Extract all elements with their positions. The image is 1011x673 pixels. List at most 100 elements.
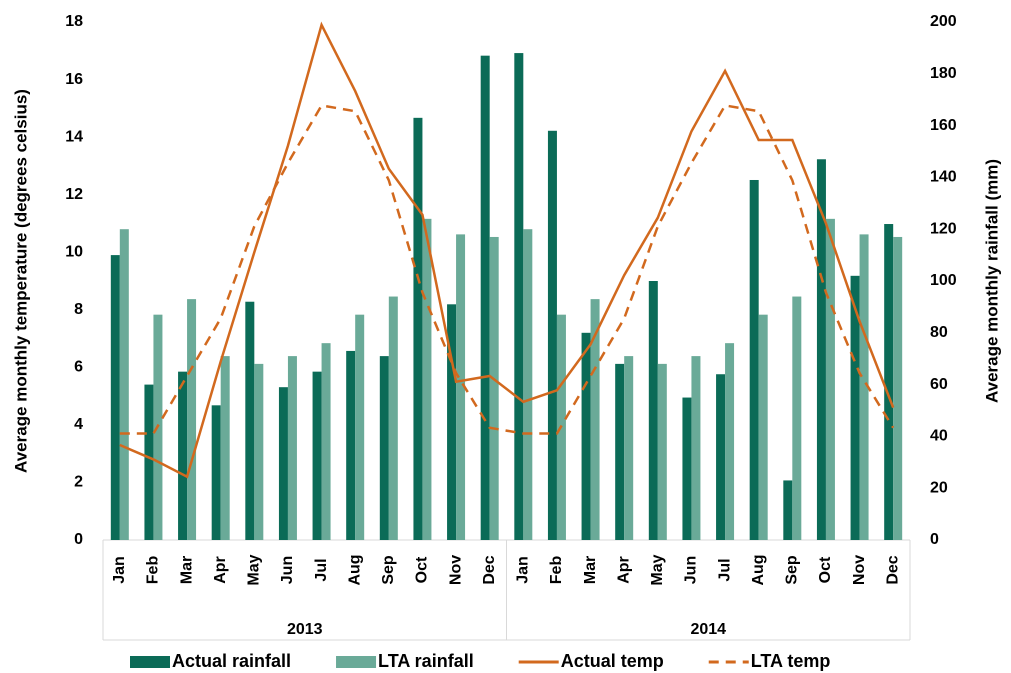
x-tick-label: Feb (548, 556, 565, 585)
bar (447, 304, 457, 540)
legend-label: LTA temp (751, 651, 831, 671)
bar (749, 179, 759, 541)
x-tick-label: Mar (178, 556, 195, 584)
bar (110, 255, 120, 540)
y-tick-label: 4 (74, 416, 83, 433)
legend-label: Actual temp (561, 651, 664, 671)
bar (422, 218, 432, 540)
x-tick-label: May (246, 554, 263, 585)
bar (581, 332, 591, 540)
y2-tick-label: 20 (930, 479, 948, 496)
y-tick-label: 16 (65, 71, 83, 88)
x-tick-label: Aug (346, 554, 363, 585)
bar (859, 234, 869, 540)
bar (456, 234, 466, 540)
y-tick-label: 8 (74, 301, 83, 318)
bar (624, 356, 634, 540)
x-tick-label: Oct (817, 556, 834, 583)
bar (725, 343, 735, 540)
y2-tick-label: 100 (930, 272, 957, 289)
x-tick-label: Jun (279, 556, 296, 584)
bar (648, 281, 658, 540)
bar (144, 384, 154, 540)
bar (691, 356, 701, 540)
bar (816, 159, 826, 540)
bar (413, 117, 423, 540)
y-axis-label: Average monthly temperature (degrees cel… (11, 89, 30, 473)
bar (346, 350, 356, 540)
y-tick-label: 12 (65, 186, 83, 203)
bar (590, 299, 600, 540)
bar (792, 296, 802, 540)
y2-tick-label: 40 (930, 428, 948, 445)
y2-tick-label: 140 (930, 169, 957, 186)
bar (480, 55, 490, 541)
bar (783, 480, 793, 540)
x-tick-label: Nov (447, 555, 464, 585)
bar (523, 229, 533, 540)
bar (489, 236, 499, 540)
x-tick-label: Aug (750, 554, 767, 585)
bar (758, 314, 768, 540)
x-tick-label: Apr (615, 556, 632, 584)
bar (850, 275, 860, 540)
bar (682, 397, 692, 540)
y2-tick-label: 180 (930, 65, 957, 82)
x-tick-label: Jan (515, 556, 532, 584)
bar (884, 224, 894, 540)
x-tick-label: Sep (380, 555, 397, 585)
bar (278, 387, 288, 540)
y-tick-label: 2 (74, 474, 83, 491)
y2-tick-label: 0 (930, 531, 939, 548)
y-tick-label: 6 (74, 359, 83, 376)
legend-swatch (130, 656, 170, 668)
x-tick-label: Jun (683, 556, 700, 584)
x-tick-label: Jan (111, 556, 128, 584)
y-tick-label: 10 (65, 243, 83, 260)
y2-tick-label: 80 (930, 324, 948, 341)
x-tick-label: Oct (414, 556, 431, 583)
x-tick-label: Mar (582, 556, 599, 584)
x-tick-label: Jul (313, 558, 330, 581)
line (119, 21, 895, 479)
x-tick-label: May (649, 554, 666, 585)
bar (547, 130, 557, 540)
bar (178, 371, 188, 540)
y-tick-label: 14 (65, 128, 83, 145)
y-tick-label: 18 (65, 13, 83, 30)
line (119, 104, 895, 435)
x-tick-label: Nov (851, 555, 868, 585)
y2-tick-label: 160 (930, 117, 957, 134)
bar (379, 356, 389, 540)
x-tick-label: Dec (481, 555, 498, 584)
bar (254, 363, 264, 540)
bar (312, 371, 322, 540)
bar (211, 405, 221, 540)
x-tick-label: Apr (212, 556, 229, 584)
y2-tick-label: 60 (930, 376, 948, 393)
bar (825, 218, 835, 540)
bar (321, 343, 331, 540)
bar (245, 301, 255, 540)
bar (716, 374, 726, 540)
y2-axis-label: Average monthly rainfall (mm) (982, 159, 1001, 403)
legend-swatch (336, 656, 377, 668)
y2-tick-label: 120 (930, 220, 957, 237)
bar (119, 229, 129, 540)
x-tick-label: Feb (145, 556, 162, 585)
group-label: 2013 (287, 621, 323, 638)
bar (657, 363, 667, 540)
x-tick-label: Dec (884, 555, 901, 584)
bar (615, 363, 625, 540)
legend-label: LTA rainfall (378, 651, 474, 671)
bar (187, 299, 197, 540)
x-tick-label: Jul (716, 558, 733, 581)
group-label: 2014 (690, 621, 726, 638)
y-tick-label: 0 (74, 531, 83, 548)
bar (893, 236, 903, 540)
bar (287, 356, 297, 540)
legend-label: Actual rainfall (172, 651, 291, 671)
bar (355, 314, 365, 540)
y2-tick-label: 200 (930, 13, 957, 30)
